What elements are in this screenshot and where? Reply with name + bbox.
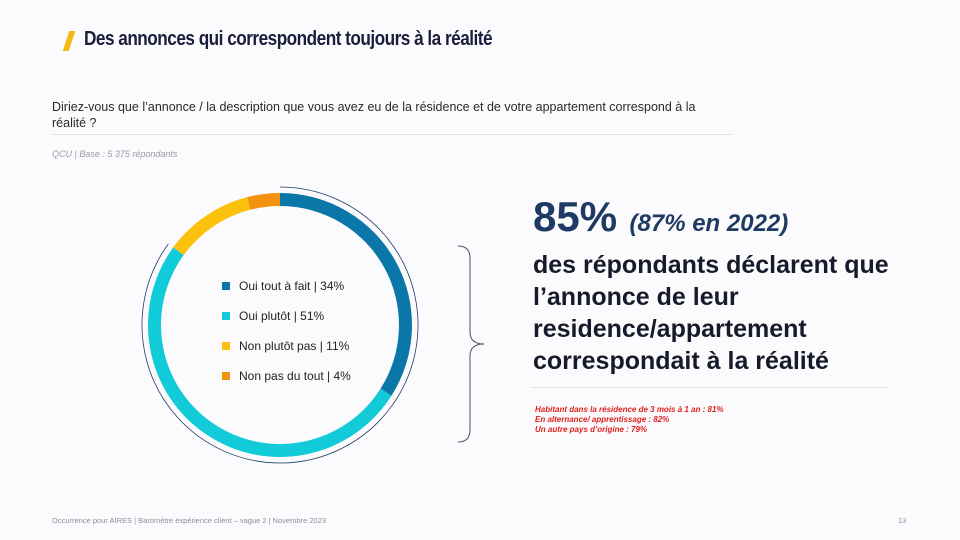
survey-question: Diriez-vous que l’annonce / la descripti… xyxy=(52,100,696,130)
segment-note: Un autre pays d’origine : 79% xyxy=(535,425,648,434)
legend-swatch xyxy=(222,282,230,290)
legend-item-oui-tout-a-fait: Oui tout à fait | 34% xyxy=(222,278,351,294)
right-brace xyxy=(457,245,485,443)
headline-statement: des répondants déclarent que l’annonce d… xyxy=(533,251,889,375)
legend-swatch xyxy=(222,312,230,320)
segment-note: Habitant dans la résidence de 3 mois à 1… xyxy=(535,405,724,414)
headline-figure: 85% (87% en 2022) xyxy=(533,193,788,241)
legend-swatch xyxy=(222,372,230,380)
legend-item-oui-plutot: Oui plutôt | 51% xyxy=(222,308,351,324)
donut-slices xyxy=(148,193,412,457)
legend-item-non-pas-du-tout: Non pas du tout | 4% xyxy=(222,368,351,384)
footer-text: Occurrence pour AIRES | Baromètre expéri… xyxy=(52,516,327,525)
legend-label: Non plutôt pas | 11% xyxy=(239,339,350,353)
statement-divider xyxy=(530,387,888,388)
title-accent-bar xyxy=(62,31,76,51)
legend-label: Oui tout à fait | 34% xyxy=(239,279,345,293)
segment-note: En alternance/ apprentissage : 82% xyxy=(535,415,670,424)
slice-non-plutot-pas xyxy=(173,197,251,256)
chart-legend: Oui tout à fait | 34% Oui plutôt | 51% N… xyxy=(222,278,351,398)
legend-label: Non pas du tout | 4% xyxy=(239,369,351,383)
donut-chart xyxy=(141,186,419,464)
previous-year-percentage: (87% en 2022) xyxy=(629,210,789,237)
slice-non-pas-du-tout xyxy=(247,193,280,210)
legend-swatch xyxy=(222,342,230,350)
legend-label: Oui plutôt | 51% xyxy=(239,309,325,323)
segment-notes: Habitant dans la résidence de 3 mois à 1… xyxy=(535,405,724,435)
headline-percentage: 85% xyxy=(533,193,618,240)
question-divider xyxy=(52,134,732,135)
slice-oui-tout-a-fait xyxy=(280,193,412,396)
page-number: 13 xyxy=(898,516,907,525)
base-note: QCU | Base : 5 375 répondants xyxy=(52,149,178,159)
outer-highlight-arc xyxy=(141,186,419,464)
slice-oui-plutot xyxy=(148,247,392,457)
legend-item-non-plutot-pas: Non plutôt pas | 11% xyxy=(222,338,351,354)
slide-title: Des annonces qui correspondent toujours … xyxy=(84,28,493,50)
